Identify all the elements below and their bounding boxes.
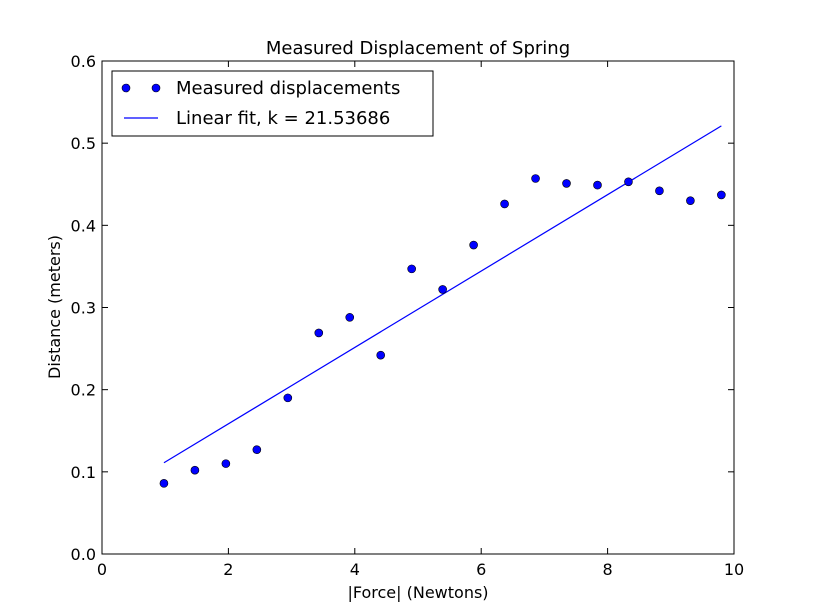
legend-marker-measured-2 — [151, 83, 161, 93]
data-point — [283, 393, 293, 403]
x-tick-label: 8 — [603, 560, 613, 579]
data-point — [593, 180, 602, 190]
data-point — [655, 186, 664, 196]
x-axis-label: |Force| (Newtons) — [347, 583, 488, 602]
x-tick-label: 10 — [724, 560, 744, 579]
x-axis: 0 2 4 6 8 10 — [97, 61, 744, 579]
data-point — [159, 479, 169, 488]
y-tick-label: 0.3 — [71, 299, 96, 318]
y-axis-label: Distance (meters) — [45, 235, 64, 379]
x-tick-label: 6 — [476, 560, 486, 579]
data-point — [252, 445, 262, 454]
y-tick-label: 0.2 — [71, 381, 96, 400]
data-point — [345, 313, 355, 322]
y-axis: 0.0 0.1 0.2 0.3 0.4 0.5 0.6 — [71, 52, 734, 564]
legend-label-measured: Measured displacements — [176, 78, 400, 99]
y-tick-label: 0.4 — [71, 216, 96, 235]
x-tick-label: 2 — [223, 560, 233, 579]
data-point — [314, 328, 324, 338]
x-tick-label: 4 — [350, 560, 360, 579]
chart-title: Measured Displacement of Spring — [266, 38, 570, 59]
x-tick-label: 0 — [97, 560, 107, 579]
data-point — [407, 264, 416, 274]
data-point — [562, 179, 571, 188]
data-point — [500, 199, 509, 209]
y-tick-label: 0.6 — [71, 52, 96, 71]
y-tick-label: 0.0 — [71, 545, 96, 564]
data-point — [624, 177, 633, 187]
data-point — [531, 174, 540, 183]
y-tick-label: 0.5 — [71, 134, 96, 153]
data-point — [717, 190, 726, 200]
data-point — [686, 196, 695, 205]
plot-area — [159, 125, 726, 488]
data-point — [221, 459, 231, 468]
data-point — [469, 240, 478, 250]
y-tick-label: 0.1 — [71, 463, 96, 482]
legend-label-fit: Linear fit, k = 21.53686 — [176, 108, 390, 129]
data-point — [376, 350, 386, 360]
legend-box — [111, 70, 434, 137]
data-point — [190, 465, 200, 475]
fit-line — [163, 125, 722, 464]
legend-marker-measured-1 — [121, 83, 131, 93]
data-point — [438, 285, 447, 294]
legend: Measured displacements Linear fit, k = 2… — [111, 70, 434, 137]
